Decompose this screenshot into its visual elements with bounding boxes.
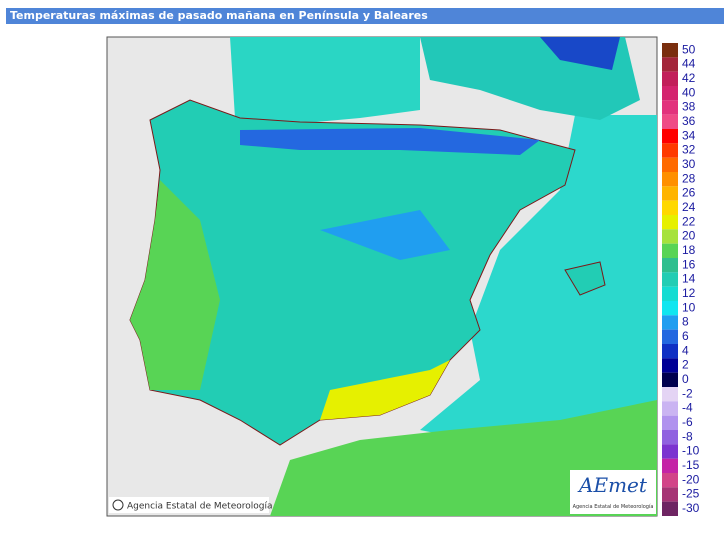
legend-label: 8 xyxy=(682,315,689,329)
legend-label: 14 xyxy=(682,272,696,286)
legend-swatch xyxy=(662,129,678,144)
legend-label: -25 xyxy=(682,487,700,501)
legend-swatch xyxy=(662,358,678,373)
legend-label: 38 xyxy=(682,100,696,114)
legend-label: 12 xyxy=(682,286,696,300)
logo-subtitle: Agencia Estatal de Meteorología xyxy=(573,503,654,510)
legend-swatch xyxy=(662,243,678,258)
legend-swatch xyxy=(662,444,678,459)
logo-box xyxy=(570,470,656,514)
legend-label: -2 xyxy=(682,386,693,400)
legend-swatch xyxy=(662,43,678,58)
legend-label: 36 xyxy=(682,114,696,128)
legend-swatch xyxy=(662,487,678,502)
legend-label: -20 xyxy=(682,472,700,486)
copyright-box xyxy=(109,497,269,513)
legend-swatch xyxy=(662,372,678,387)
legend-swatch xyxy=(662,458,678,473)
legend-label: 44 xyxy=(682,57,696,71)
title-bar: Temperaturas máximas de pasado mañana en… xyxy=(6,8,724,24)
legend-label: 26 xyxy=(682,186,696,200)
legend-swatch xyxy=(662,172,678,187)
baleares xyxy=(564,261,606,296)
legend-swatch xyxy=(662,272,678,287)
title: Temperaturas máximas de pasado mañana en… xyxy=(10,9,428,22)
legend-swatch xyxy=(662,57,678,72)
legend-label: -30 xyxy=(682,501,700,515)
warm-area xyxy=(320,360,450,420)
legend-swatch xyxy=(662,157,678,172)
legend-label: 18 xyxy=(682,243,696,257)
legend-label: 28 xyxy=(682,171,696,185)
legend-swatch xyxy=(662,71,678,86)
legend-swatch xyxy=(662,473,678,488)
sea xyxy=(420,115,657,440)
warm-area xyxy=(130,180,220,390)
africa xyxy=(270,400,657,516)
legend-swatch xyxy=(662,286,678,301)
legend-label: 34 xyxy=(682,128,696,142)
copyright: Agencia Estatal de Meteorología xyxy=(127,502,273,512)
legend-swatch xyxy=(662,501,678,516)
legend-label: -15 xyxy=(682,458,700,472)
legend-swatch xyxy=(662,200,678,215)
legend-label: -10 xyxy=(682,444,700,458)
legend-label: 40 xyxy=(682,85,696,99)
legend-swatch xyxy=(662,315,678,330)
legend-label: 42 xyxy=(682,71,696,85)
copyright-symbol xyxy=(112,499,124,511)
logo: AEmet xyxy=(577,473,648,497)
cold-area xyxy=(240,128,540,155)
legend-label: -6 xyxy=(682,415,693,429)
legend-label: -8 xyxy=(682,429,693,443)
legend-label: -4 xyxy=(682,401,693,415)
legend-swatch xyxy=(662,329,678,344)
legend-swatch xyxy=(662,143,678,158)
legend-swatch xyxy=(662,258,678,273)
legend-label: 10 xyxy=(682,300,696,314)
legend-label: 16 xyxy=(682,257,696,271)
legend-swatch xyxy=(662,387,678,402)
legend-swatch xyxy=(662,415,678,430)
legend-label: 30 xyxy=(682,157,696,171)
legend-label: 22 xyxy=(682,214,696,228)
legend-swatch xyxy=(662,114,678,129)
legend-swatch xyxy=(662,301,678,316)
legend-label: 4 xyxy=(682,343,689,357)
legend-label: 6 xyxy=(682,329,689,343)
legend: 5044424038363432302826242220181614121086… xyxy=(662,42,700,516)
alps-cold xyxy=(540,37,620,70)
legend-swatch xyxy=(662,215,678,230)
legend-swatch xyxy=(662,229,678,244)
legend-label: 2 xyxy=(682,358,689,372)
legend-swatch xyxy=(662,86,678,101)
legend-swatch xyxy=(662,401,678,416)
cold-area xyxy=(320,210,450,260)
legend-label: 0 xyxy=(682,372,689,386)
legend-label: 32 xyxy=(682,143,696,157)
legend-swatch xyxy=(662,186,678,201)
legend-label: 24 xyxy=(682,200,696,214)
sea xyxy=(230,37,420,128)
legend-label: 20 xyxy=(682,229,696,243)
legend-swatch xyxy=(662,344,678,359)
legend-label: 50 xyxy=(682,42,696,56)
legend-swatch xyxy=(662,430,678,445)
legend-swatch xyxy=(662,100,678,115)
